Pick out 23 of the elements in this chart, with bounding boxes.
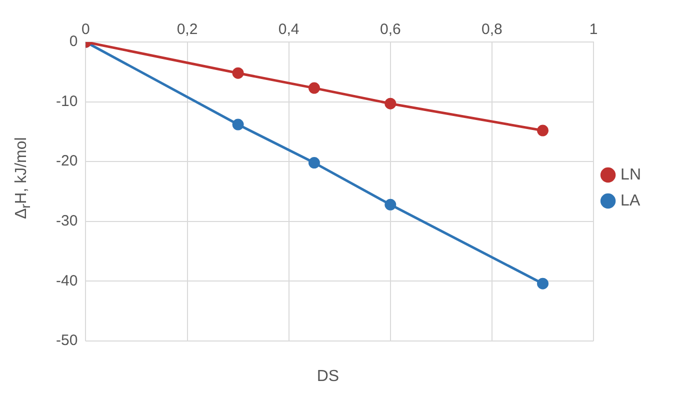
x-tick-label: 0,2: [176, 21, 198, 38]
y-tick-label: -20: [56, 152, 78, 170]
x-axis-title: DS: [316, 368, 340, 386]
x-tick-label: 0,8: [482, 21, 502, 38]
x-tick-label: 1: [589, 21, 598, 38]
point: [232, 67, 244, 79]
legend-label: LA: [620, 192, 640, 210]
y-tick-label: -10: [56, 92, 78, 110]
point: [308, 157, 320, 169]
point: [232, 118, 244, 130]
y-tick-label: -40: [56, 272, 78, 290]
y-tick-label: -50: [56, 332, 78, 350]
point: [308, 82, 320, 94]
legend-label: LN: [620, 166, 641, 184]
point: [537, 278, 549, 290]
y-tick-label: -30: [56, 212, 78, 230]
y-tick-label: 0: [69, 33, 78, 50]
x-tick-label: 0,4: [278, 21, 300, 38]
x-tick-label: 0,6: [380, 21, 401, 38]
point: [537, 124, 549, 136]
point: [384, 98, 396, 110]
x-tick-label: 0: [82, 21, 90, 38]
point: [384, 198, 396, 210]
